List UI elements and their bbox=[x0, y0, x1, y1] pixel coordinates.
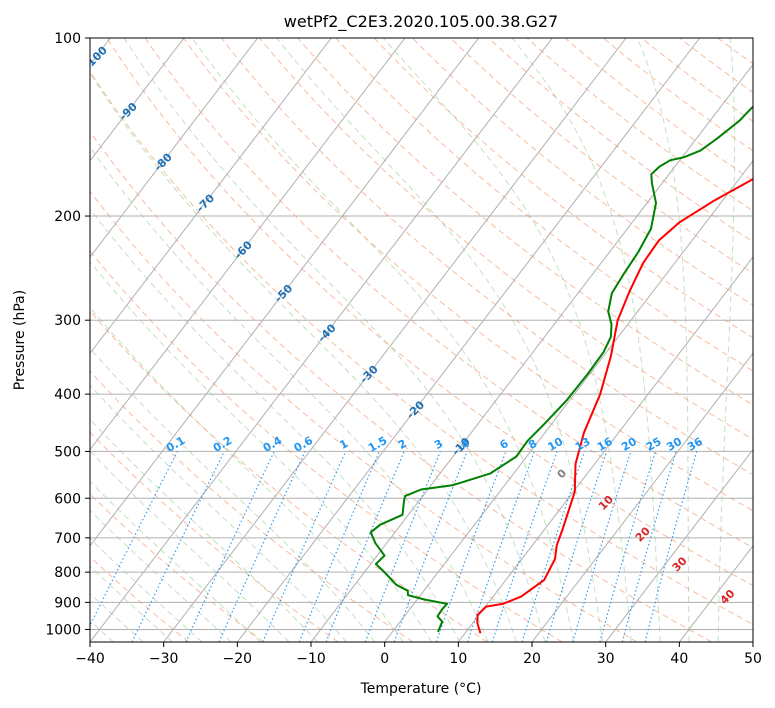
x-tick-label: 10 bbox=[449, 651, 467, 667]
dry-adiabat bbox=[144, 38, 753, 549]
y-tick-label: 500 bbox=[54, 444, 81, 460]
y-tick-label: 600 bbox=[54, 491, 81, 507]
isotherm bbox=[236, 38, 701, 642]
mixing-ratio-line bbox=[185, 451, 275, 642]
dry-adiabat bbox=[526, 38, 753, 212]
moist-adiabat bbox=[382, 38, 632, 642]
moist-adiabat bbox=[90, 565, 173, 642]
chart-title: wetPf2_C2E3.2020.105.00.38.G27 bbox=[284, 12, 558, 32]
moist-adiabat bbox=[90, 306, 404, 642]
dry-adiabat bbox=[90, 190, 638, 642]
series-layer bbox=[369, 105, 753, 634]
mixing-ratio-line bbox=[131, 451, 225, 642]
mixing-ratio-line bbox=[644, 451, 698, 642]
mixing-ratio-line bbox=[298, 451, 380, 642]
y-tick-label: 400 bbox=[54, 387, 81, 403]
dry-adiabat bbox=[221, 38, 753, 476]
dry-adiabat bbox=[90, 70, 753, 625]
y-tick-label: 1000 bbox=[45, 622, 81, 638]
isotherm bbox=[90, 38, 185, 162]
mixing-ratio-line bbox=[521, 451, 586, 642]
mixing-ratio-line bbox=[262, 451, 347, 642]
y-tick-label: 800 bbox=[54, 565, 81, 581]
x-tick-label: −10 bbox=[296, 651, 326, 667]
dry-adiabat bbox=[564, 38, 753, 182]
dry-adiabat bbox=[297, 38, 753, 406]
dry-adiabat bbox=[488, 38, 753, 243]
moist-adiabat bbox=[90, 450, 290, 642]
dry-adiabat bbox=[182, 38, 753, 512]
x-tick-label: 0 bbox=[380, 651, 389, 667]
moist-adiabat bbox=[90, 347, 376, 642]
isotherm bbox=[90, 38, 553, 642]
x-tick-label: 20 bbox=[523, 651, 541, 667]
moist-adiabat bbox=[511, 38, 661, 642]
mixing-ratio-line bbox=[572, 451, 632, 642]
dry-adiabat bbox=[373, 38, 753, 339]
mixing-ratio-line bbox=[491, 451, 558, 642]
dry-adiabat bbox=[90, 310, 488, 642]
moist-adiabat bbox=[90, 509, 232, 642]
dry-adiabat bbox=[335, 38, 753, 372]
isobars bbox=[90, 38, 753, 630]
isotherm bbox=[384, 160, 753, 642]
mixing-ratio-line bbox=[466, 451, 535, 642]
x-axis-label: Temperature (°C) bbox=[360, 681, 482, 697]
isotherm bbox=[90, 38, 480, 547]
isotherm bbox=[531, 352, 753, 642]
isotherm bbox=[310, 63, 753, 642]
moist-adiabat bbox=[123, 38, 546, 642]
mixing-ratio-line bbox=[545, 451, 608, 642]
isotherm bbox=[90, 38, 259, 258]
mixing-ratio-line bbox=[435, 451, 507, 642]
mixing-ratio-line bbox=[621, 451, 677, 642]
x-tick-label: 50 bbox=[744, 651, 762, 667]
moist-adiabat bbox=[90, 480, 261, 642]
y-tick-label: 100 bbox=[54, 31, 81, 47]
x-tick-label: −30 bbox=[149, 651, 179, 667]
dewpoint-profile bbox=[369, 105, 753, 633]
x-tick-label: 40 bbox=[670, 651, 688, 667]
x-tick-label: −20 bbox=[223, 651, 253, 667]
temperature-profile bbox=[476, 178, 753, 634]
y-tick-label: 300 bbox=[54, 313, 81, 329]
plot-frame bbox=[89, 37, 754, 643]
y-tick-label: 900 bbox=[54, 595, 81, 611]
mixing-ratio-lines bbox=[90, 451, 698, 642]
y-axis-label: Pressure (hPa) bbox=[12, 290, 28, 390]
moist-adiabat bbox=[90, 537, 203, 642]
dry-adiabat bbox=[90, 431, 339, 642]
plot-area: -100-90-80-70-60-50-40-30-20-10 01020304… bbox=[90, 38, 753, 642]
isotherm bbox=[605, 448, 753, 642]
x-tick-label: −40 bbox=[75, 651, 105, 667]
moist-adiabat bbox=[717, 38, 735, 642]
moist-adiabat bbox=[636, 38, 690, 642]
dry-adiabat bbox=[602, 38, 753, 152]
isotherm bbox=[163, 38, 627, 642]
dry-adiabat bbox=[90, 370, 414, 642]
dry-adiabat bbox=[90, 130, 712, 642]
isotherm bbox=[90, 38, 406, 451]
x-tick-label: 30 bbox=[597, 651, 615, 667]
isotherm bbox=[90, 38, 332, 355]
moist-adiabat bbox=[276, 38, 603, 642]
moist-adiabat bbox=[90, 592, 144, 642]
dry-adiabat bbox=[259, 38, 753, 440]
x-axis: −40 −30 −20 −10 0 10 20 30 40 50 bbox=[75, 642, 762, 667]
y-axis: 1000 900 800 700 600 500 400 300 200 100 bbox=[45, 31, 90, 638]
moist-adiabat bbox=[90, 418, 319, 642]
y-tick-label: 200 bbox=[54, 209, 81, 225]
dry-adiabat bbox=[90, 250, 563, 642]
mixing-ratio-line bbox=[599, 451, 657, 642]
y-tick-label: 700 bbox=[54, 531, 81, 547]
moist-adiabat bbox=[191, 38, 575, 642]
isotherms bbox=[90, 38, 753, 642]
mixing-ratio-line bbox=[218, 451, 306, 642]
isotherm bbox=[457, 256, 753, 642]
